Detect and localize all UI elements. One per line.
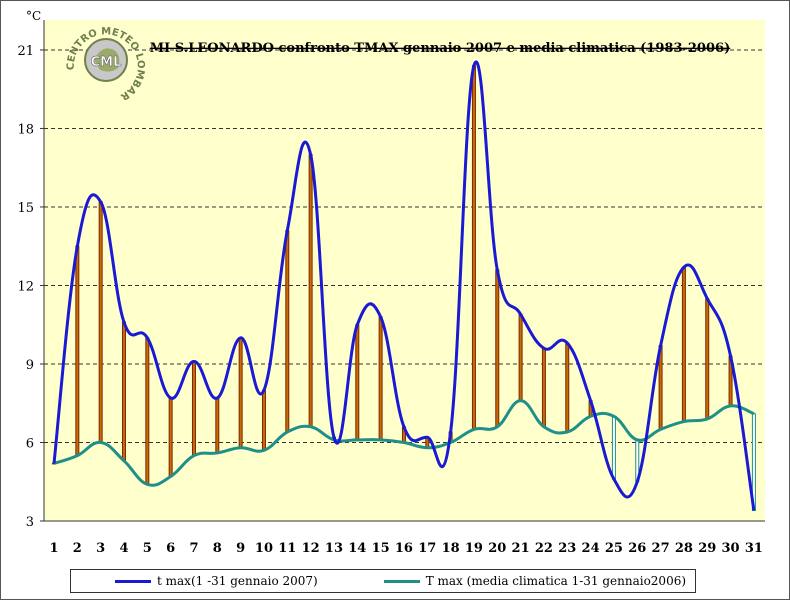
x-tick-label-10: 10: [255, 541, 273, 556]
x-tick-label-11: 11: [278, 541, 296, 556]
legend-item-climatology: T max (media climatica 1-31 gennaio2006): [383, 574, 687, 588]
logo-seal: CML CENTRO METEO LOMBARDO: [62, 16, 146, 102]
x-tick-label-17: 17: [418, 541, 436, 556]
difference-bar-6: [168, 397, 173, 478]
x-tick-label-28: 28: [675, 541, 693, 556]
x-tick-label-1: 1: [49, 541, 58, 556]
difference-bar-10: [261, 389, 266, 451]
chart-title: MI S.LEONARDO confronto TMAX gennaio 200…: [150, 41, 730, 56]
x-tick-label-31: 31: [745, 541, 763, 556]
y-tick-label-9: 9: [26, 358, 34, 373]
y-tick-label-12: 12: [17, 279, 34, 294]
x-tick-label-12: 12: [302, 541, 320, 556]
x-tick-label-5: 5: [143, 541, 152, 556]
x-tick-label-4: 4: [119, 541, 128, 556]
difference-bar-28: [681, 266, 686, 423]
difference-bar-2: [75, 245, 80, 457]
difference-bar-22: [541, 347, 546, 428]
difference-bar-5: [145, 337, 150, 485]
series-lines: [52, 60, 756, 511]
gridlines: [44, 49, 765, 443]
y-tick-label-21: 21: [17, 44, 34, 59]
x-tick-label-25: 25: [605, 541, 623, 556]
x-tick-label-14: 14: [348, 541, 366, 556]
difference-bar-15: [378, 316, 383, 441]
x-tick-label-26: 26: [628, 541, 646, 556]
y-unit-label: °C: [26, 9, 41, 23]
x-tick-label-29: 29: [698, 541, 716, 556]
difference-bar-29: [705, 298, 710, 420]
y-tick-label-15: 15: [17, 201, 34, 216]
x-tick-label-8: 8: [213, 541, 222, 556]
x-tick-label-18: 18: [442, 541, 460, 556]
difference-bar-19: [471, 65, 476, 430]
x-tick-label-27: 27: [652, 541, 670, 556]
difference-bar-14: [355, 324, 360, 441]
x-tick-label-20: 20: [488, 541, 506, 556]
series-line-2007: [52, 60, 756, 511]
legend: t max(1 -31 gennaio 2007) T max (media c…: [70, 569, 696, 593]
x-tick-label-23: 23: [558, 541, 576, 556]
svg-text:CML: CML: [91, 55, 122, 70]
y-tick-label-18: 18: [17, 122, 34, 137]
legend-swatch-2007: [115, 579, 151, 583]
legend-label-climatology: T max (media climatica 1-31 gennaio2006): [425, 574, 687, 588]
x-tick-label-16: 16: [395, 541, 413, 556]
x-tick-label-13: 13: [325, 541, 343, 556]
x-tick-label-24: 24: [582, 541, 600, 556]
x-tick-label-3: 3: [96, 541, 105, 556]
difference-bar-7: [191, 360, 196, 457]
legend-swatch-climatology: [383, 579, 420, 583]
difference-bar-3: [98, 201, 103, 443]
y-tick-labels: 3 6 9 12 15 18 21: [17, 44, 44, 530]
x-tick-label-19: 19: [465, 541, 483, 556]
legend-item-2007: t max(1 -31 gennaio 2007): [115, 574, 318, 588]
x-tick-labels: 1 2 3 4 5 6 7 8 9 10 11 12 13 14 15 16 17 18 19 20 21 22 23 24 2…: [49, 541, 762, 556]
x-tick-label-9: 9: [236, 541, 245, 556]
x-tick-label-30: 30: [722, 541, 740, 556]
difference-bar-4: [121, 321, 126, 462]
x-tick-label-2: 2: [73, 541, 82, 556]
difference-bar-11: [285, 230, 290, 433]
legend-label-2007: t max(1 -31 gennaio 2007): [157, 574, 318, 588]
x-tick-label-7: 7: [189, 541, 198, 556]
difference-bar-23: [565, 342, 570, 433]
difference-bar-12: [308, 154, 313, 428]
y-tick-label-3: 3: [26, 515, 34, 530]
difference-bar-21: [518, 313, 523, 402]
x-tick-label-22: 22: [535, 541, 553, 556]
x-tick-label-21: 21: [512, 541, 530, 556]
difference-bar-20: [495, 269, 500, 428]
difference-bar-9: [238, 337, 243, 449]
x-tick-label-6: 6: [166, 541, 175, 556]
difference-bar-25: [611, 415, 616, 480]
series-line-climatology: [53, 399, 755, 487]
y-tick-label-6: 6: [26, 436, 34, 451]
axes: [43, 20, 765, 522]
x-tick-label-15: 15: [372, 541, 390, 556]
difference-bar-8: [215, 397, 220, 454]
